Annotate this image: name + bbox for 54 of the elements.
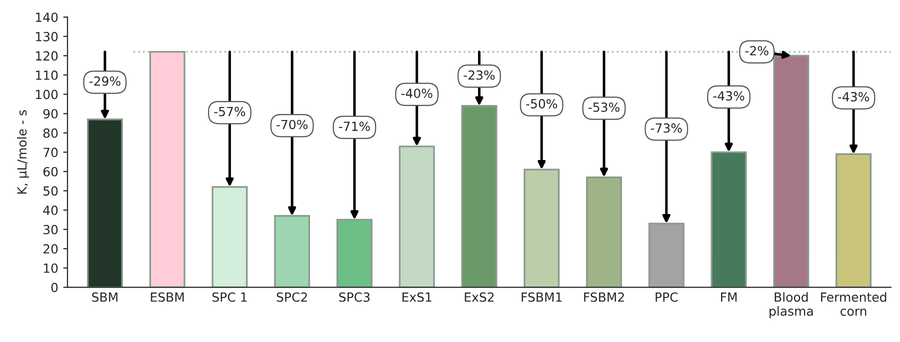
bar (648, 222, 684, 288)
y-tick-label: 30 (44, 224, 58, 234)
annotation: -70% (276, 120, 308, 130)
bar (773, 54, 810, 288)
annotation: -40% (401, 88, 432, 98)
x-tick-label: Fermented corn (821, 292, 886, 316)
bar (86, 118, 123, 288)
bar (149, 51, 186, 288)
bar (836, 153, 872, 288)
y-tick-label: 50 (44, 186, 58, 196)
annotation: -23% (464, 70, 495, 80)
annotation: -43% (713, 91, 744, 101)
y-tick-label: 20 (43, 244, 58, 254)
bar (398, 146, 435, 288)
x-tick-label: SPC2 (276, 292, 307, 302)
x-tick-label: SPC 1 (212, 292, 247, 302)
y-tick-label: 60 (43, 166, 58, 176)
annotation: -2% (745, 46, 768, 56)
x-tick-label: SBM (92, 292, 118, 302)
bar (524, 168, 560, 288)
x-tick-label: ESBM (150, 292, 184, 302)
y-tick-label: 110 (36, 70, 58, 80)
y-axis-title: K, μL/mole - s (16, 110, 30, 194)
x-tick-label: FSBM2 (584, 292, 624, 302)
annotation: -73% (650, 123, 682, 133)
x-tick-label: FSBM1 (522, 292, 562, 302)
y-tick-label: 0 (51, 282, 58, 292)
y-tick-label: 120 (36, 51, 58, 61)
y-tick-label: 130 (36, 32, 58, 42)
y-tick-label: 90 (43, 109, 58, 119)
x-tick-label: ExS2 (464, 292, 494, 302)
y-tick-label: 100 (36, 90, 58, 100)
x-tick-label: Blood plasma (770, 292, 813, 318)
x-tick-label: FM (721, 292, 737, 302)
x-tick-label: ExS1 (402, 292, 432, 302)
bar (274, 215, 310, 288)
bar (336, 218, 372, 288)
y-tick-label: 10 (44, 263, 58, 273)
annotation: -43% (838, 92, 870, 102)
bar (586, 176, 622, 288)
annotation: -57% (214, 106, 246, 116)
annotation: -50% (526, 98, 558, 108)
y-tick-label: 80 (43, 128, 58, 138)
y-tick-label: 70 (44, 148, 58, 158)
y-tick-label: 140 (36, 12, 58, 22)
bar (212, 186, 248, 288)
x-tick-label: PPC (656, 292, 678, 302)
x-tick-label: SPC3 (339, 292, 370, 302)
bar (710, 151, 747, 288)
y-tick-label: 40 (43, 206, 58, 216)
bar (461, 105, 498, 288)
annotation: -53% (588, 102, 620, 112)
annotation: -71% (338, 122, 370, 132)
annotation: -29% (89, 76, 120, 86)
